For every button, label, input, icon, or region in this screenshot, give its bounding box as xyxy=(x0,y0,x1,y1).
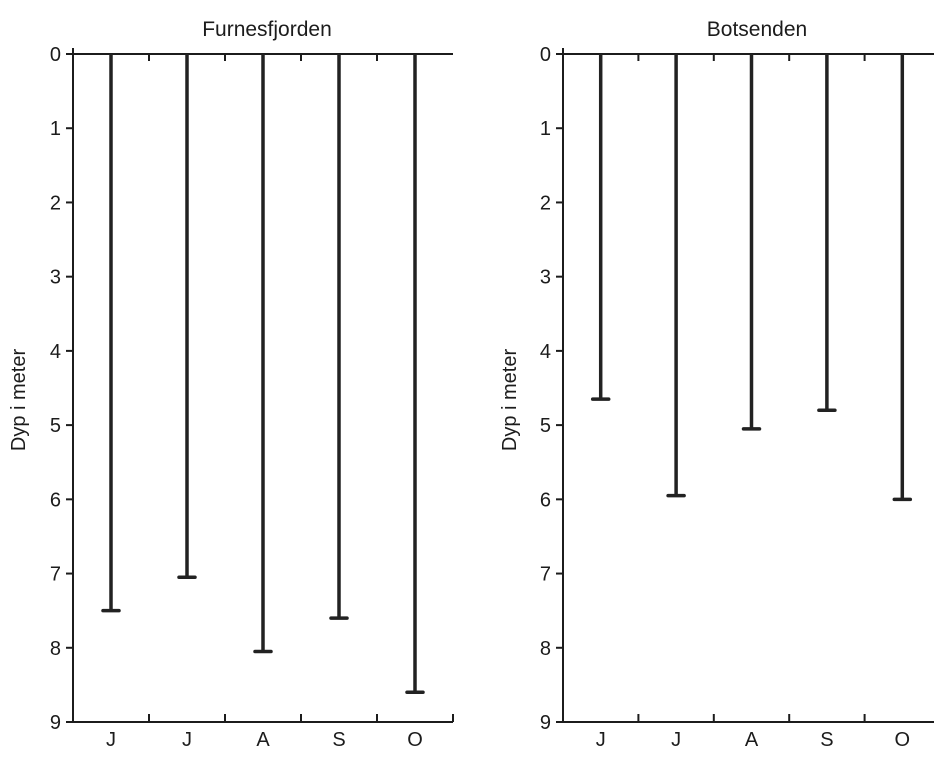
chart-title: Botsenden xyxy=(707,18,807,41)
x-tick-label: J xyxy=(671,729,681,751)
y-tick-label: 3 xyxy=(50,267,61,289)
y-tick-label: 6 xyxy=(50,489,61,511)
x-tick-label: A xyxy=(256,729,270,751)
x-tick-label: O xyxy=(895,729,911,751)
y-tick-label: 5 xyxy=(540,415,551,437)
chart-panel-botsenden: Botsenden Dyp i meter 0 1 2 3 4 5 6 7 8 9 J J A S O xyxy=(499,18,934,751)
y-tick-label: 2 xyxy=(540,192,551,214)
chart-panel-furnesfjorden: Furnesfjorden Dyp i meter 0 1 2 3 4 5 6 7 8 9 J J A S… xyxy=(8,18,454,751)
y-tick-label: 6 xyxy=(540,489,551,511)
x-tick-label: S xyxy=(332,729,345,751)
y-axis-label: Dyp i meter xyxy=(499,349,521,452)
y-tick-label: 2 xyxy=(50,192,61,214)
y-tick-label: 8 xyxy=(540,638,551,660)
y-tick-label: 7 xyxy=(50,564,61,586)
y-tick-label: 4 xyxy=(540,341,551,363)
y-tick-label: 9 xyxy=(50,712,61,734)
x-tick-label: A xyxy=(745,729,759,751)
y-tick-label: 7 xyxy=(540,564,551,586)
y-tick-label: 8 xyxy=(50,638,61,660)
x-tick-label: S xyxy=(820,729,833,751)
y-tick-label: 0 xyxy=(50,44,61,66)
x-tick-label: J xyxy=(182,729,192,751)
y-tick-label: 0 xyxy=(540,44,551,66)
y-tick-label: 4 xyxy=(50,341,61,363)
y-axis-label: Dyp i meter xyxy=(8,349,30,452)
y-tick-label: 9 xyxy=(540,712,551,734)
y-tick-label: 3 xyxy=(540,267,551,289)
chart-title: Furnesfjorden xyxy=(202,18,332,41)
x-tick-label: J xyxy=(596,729,606,751)
y-tick-label: 5 xyxy=(50,415,61,437)
x-tick-label: O xyxy=(407,729,423,751)
x-tick-label: J xyxy=(106,729,116,751)
y-tick-label: 1 xyxy=(50,118,61,140)
y-tick-label: 1 xyxy=(540,118,551,140)
